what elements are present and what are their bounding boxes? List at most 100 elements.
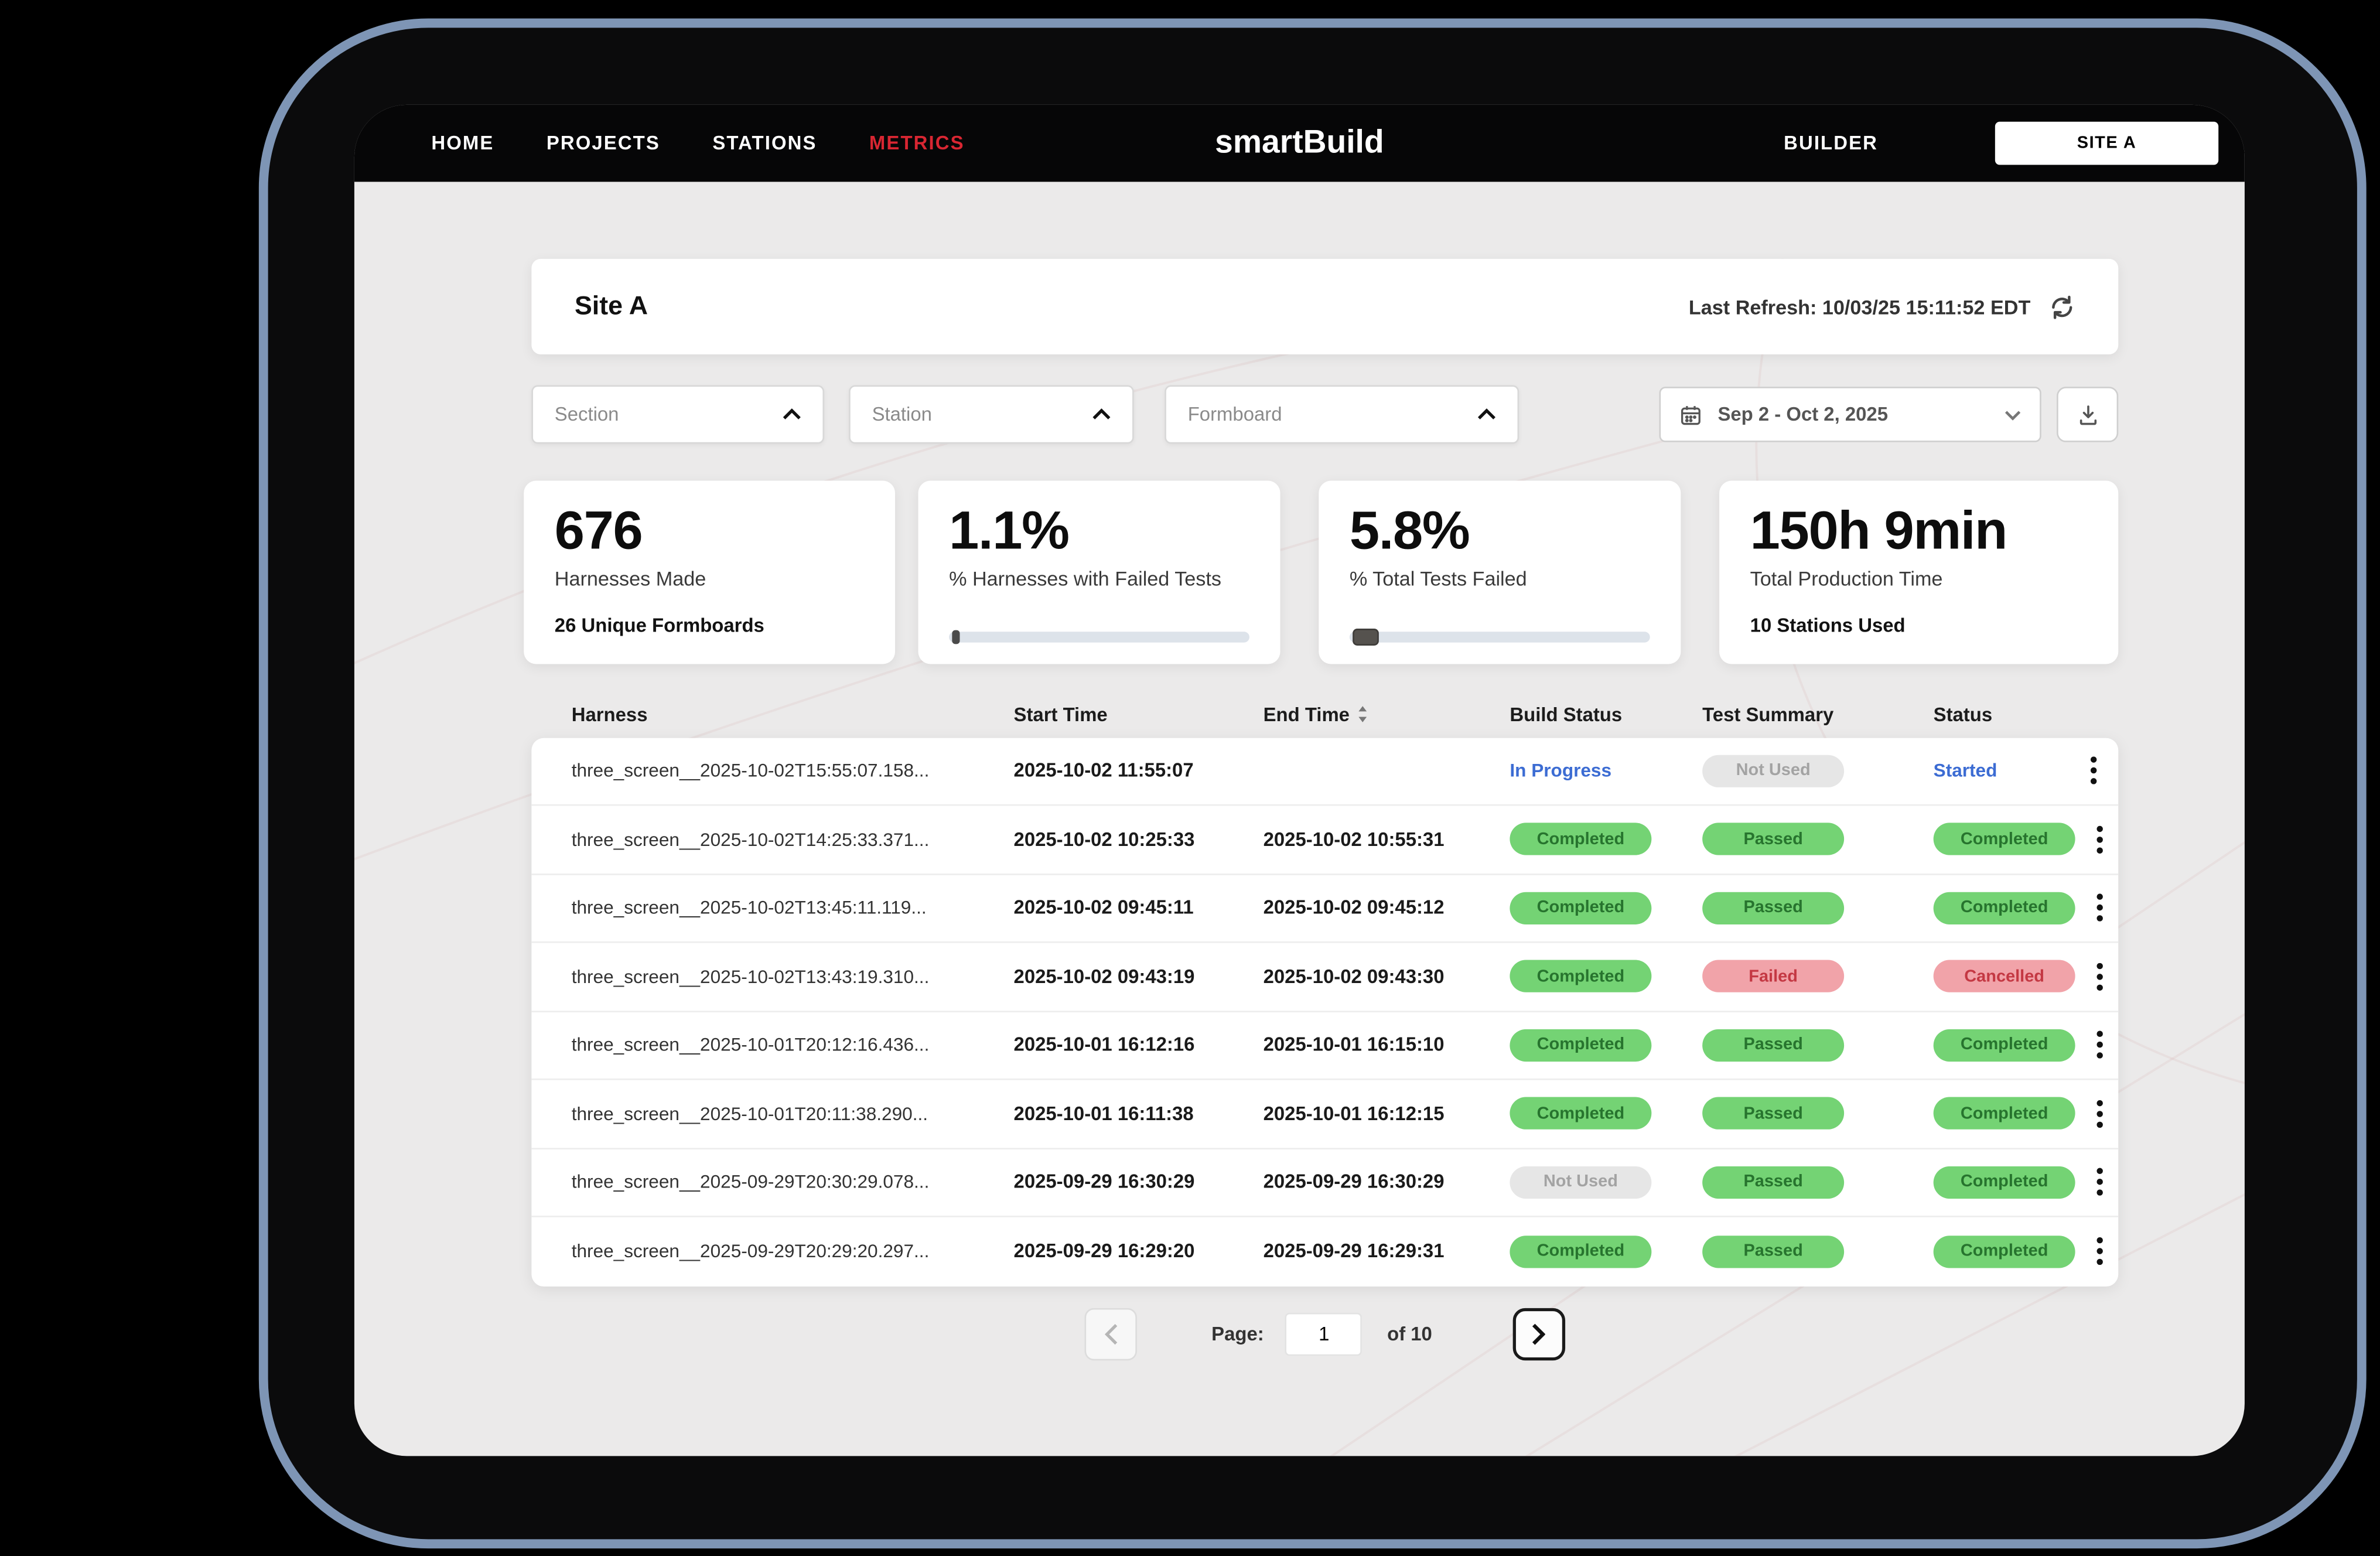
table-row: three_screen__2025-10-01T20:11:38.290...… (531, 1080, 2119, 1149)
build-status-cell: Completed (1510, 960, 1702, 993)
harness-cell: three_screen__2025-10-02T13:45:11.119... (571, 897, 927, 919)
status-badge: Passed (1702, 1029, 1845, 1062)
chevron-left-icon (1104, 1323, 1117, 1344)
kebab-menu-button[interactable] (2096, 1237, 2103, 1265)
station-dropdown-label: Station (872, 404, 932, 425)
kebab-icon (2096, 825, 2103, 854)
status-cell: Completed (1933, 1235, 2075, 1268)
site-selector-button[interactable]: SITE A (1995, 121, 2219, 165)
start-time-cell: 2025-10-02 09:43:19 (1013, 965, 1195, 988)
download-button[interactable] (2057, 387, 2119, 442)
kebab-icon (2096, 1100, 2103, 1128)
refresh-button[interactable] (2049, 294, 2075, 320)
page-count: of 10 (1387, 1322, 1432, 1345)
status-cell: Completed (1933, 1097, 2075, 1130)
status-badge: Completed (1933, 1166, 2075, 1199)
kebab-menu-button[interactable] (2096, 1031, 2103, 1059)
status-badge: Cancelled (1933, 960, 2075, 993)
sort-icon (1358, 706, 1367, 722)
build-status-cell: In Progress (1510, 753, 1702, 788)
metric-card-production-time: 150h 9min Total Production Time 10 Stati… (1719, 480, 2119, 664)
col-header-end-time[interactable]: End Time (1264, 704, 1510, 725)
nav-item-projects[interactable]: PROJECTS (546, 132, 660, 154)
test-summary-cell: Passed (1702, 1235, 1934, 1268)
test-summary-cell: Not Used (1702, 755, 1934, 787)
metric-label: % Harnesses with Failed Tests (949, 566, 1222, 589)
status-badge: Passed (1702, 1235, 1845, 1268)
metric-label: Harnesses Made (554, 566, 706, 589)
nav-item-home[interactable]: HOME (431, 132, 494, 154)
status-badge: Completed (1933, 1097, 2075, 1130)
status-badge: Completed (1510, 1097, 1652, 1130)
page-input[interactable] (1285, 1312, 1363, 1356)
table-row: three_screen__2025-10-02T13:43:19.310...… (531, 943, 2119, 1012)
end-time-cell: 2025-10-02 09:45:12 (1263, 897, 1445, 919)
status-badge: Completed (1933, 1029, 2075, 1062)
formboard-dropdown[interactable]: Formboard (1165, 385, 1519, 444)
end-time-cell: 2025-10-02 10:55:31 (1263, 828, 1445, 851)
kebab-menu-button[interactable] (2096, 825, 2103, 854)
site-header-card: Site A Last Refresh: 10/03/25 15:11:52 E… (531, 258, 2119, 354)
start-time-cell: 2025-10-02 11:55:07 (1013, 760, 1194, 782)
kebab-menu-button[interactable] (2096, 1100, 2103, 1128)
start-time-cell: 2025-10-02 09:45:11 (1013, 897, 1194, 919)
status-badge: Completed (1510, 1029, 1652, 1062)
end-time-cell: 2025-10-02 09:43:30 (1263, 965, 1445, 988)
build-status-cell: Not Used (1510, 1166, 1702, 1199)
harness-cell: three_screen__2025-09-29T20:30:29.078... (571, 1171, 930, 1193)
filters-row: Section Station Formboard (531, 385, 2119, 444)
start-time-cell: 2025-10-02 10:25:33 (1013, 828, 1195, 851)
start-time-cell: 2025-10-01 16:11:38 (1013, 1103, 1194, 1125)
section-dropdown[interactable]: Section (531, 385, 825, 444)
prev-page-button[interactable] (1085, 1307, 1138, 1360)
nav-item-builder[interactable]: BUILDER (1784, 132, 1878, 154)
brand-logo: smartBuild (1215, 125, 1384, 161)
kebab-menu-button[interactable] (2096, 894, 2103, 922)
status-badge: Completed (1933, 1235, 2075, 1268)
status-badge: Not Used (1702, 755, 1845, 787)
status-badge: Completed (1510, 823, 1652, 856)
harness-cell: three_screen__2025-10-02T15:55:07.158... (571, 760, 930, 782)
metric-value: 150h 9min (1750, 500, 2008, 561)
col-header-build-status: Build Status (1510, 703, 1623, 725)
page-title: Site A (574, 291, 648, 321)
status-badge: Passed (1702, 1166, 1845, 1199)
kebab-icon (2096, 1168, 2103, 1196)
calendar-icon (1681, 405, 1701, 424)
kebab-menu-button[interactable] (2096, 1168, 2103, 1196)
kebab-menu-button[interactable] (2096, 963, 2103, 991)
start-time-cell: 2025-10-01 16:12:16 (1013, 1034, 1195, 1056)
status-badge: In Progress (1510, 760, 1612, 782)
refresh-icon (2052, 295, 2072, 319)
date-range-text: Sep 2 - Oct 2, 2025 (1717, 404, 1889, 425)
metric-value: 676 (554, 500, 643, 561)
download-icon (2079, 404, 2096, 425)
date-range-picker[interactable]: Sep 2 - Oct 2, 2025 (1659, 387, 2041, 442)
harness-cell: three_screen__2025-10-02T13:43:19.310... (571, 965, 930, 988)
nav-item-stations[interactable]: STATIONS (712, 132, 817, 154)
kebab-menu-button[interactable] (2090, 756, 2097, 785)
status-badge: Passed (1702, 823, 1845, 856)
status-badge: Passed (1702, 1097, 1845, 1130)
nav-menu: HOME PROJECTS STATIONS METRICS (431, 132, 964, 154)
build-status-cell: Completed (1510, 892, 1702, 924)
test-summary-cell: Passed (1702, 823, 1934, 856)
nav-item-metrics[interactable]: METRICS (869, 132, 965, 154)
status-badge: Failed (1702, 960, 1845, 993)
refresh-group: Last Refresh: 10/03/25 15:11:52 EDT (1689, 294, 2075, 320)
next-page-button[interactable] (1512, 1307, 1565, 1360)
status-badge: Passed (1702, 892, 1845, 924)
metric-subtext: 26 Unique Formboards (554, 614, 764, 636)
nav-right-group: BUILDER SITE A (1784, 121, 2219, 165)
metric-subtext: 10 Stations Used (1750, 614, 1906, 636)
table-row: three_screen__2025-09-29T20:29:20.297...… (531, 1217, 2118, 1286)
kebab-icon (2096, 1031, 2103, 1059)
chevron-up-icon (1092, 408, 1111, 419)
harness-cell: three_screen__2025-10-01T20:12:16.436... (571, 1034, 930, 1056)
status-badge: Completed (1510, 892, 1652, 924)
page-label: Page: (1211, 1322, 1264, 1345)
station-dropdown[interactable]: Station (849, 385, 1134, 444)
col-header-test-summary: Test Summary (1702, 703, 1834, 725)
start-time-cell: 2025-09-29 16:30:29 (1013, 1171, 1195, 1193)
